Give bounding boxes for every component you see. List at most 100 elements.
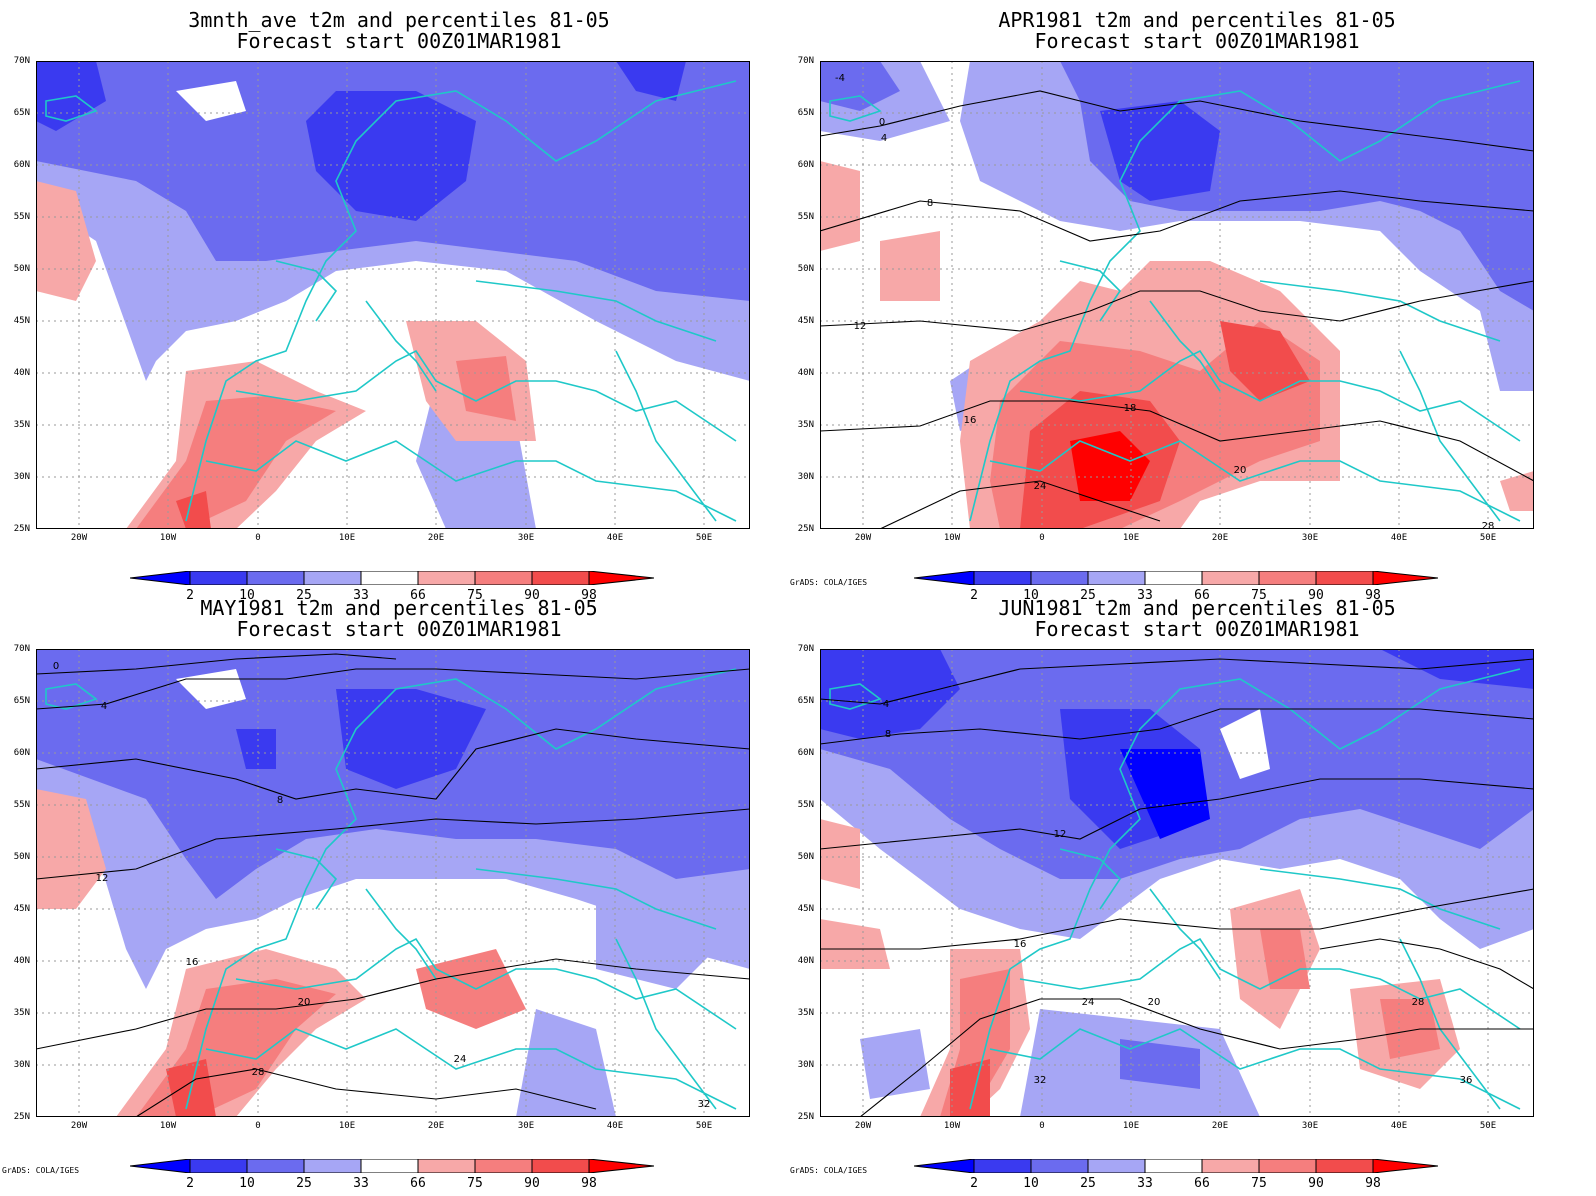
colorbar-label: 2: [970, 1176, 978, 1191]
contour-label: 16: [1014, 939, 1027, 950]
lon-label: 0: [1039, 533, 1045, 543]
percentile-map: 0 4 -4 8 12 16 18 20 24 28: [820, 61, 1534, 529]
colorbar-label: 33: [353, 1176, 369, 1191]
lat-label: 30N: [797, 1060, 814, 1070]
grads-credit: GrADS: COLA/IGES: [790, 578, 868, 587]
lat-label: 65N: [797, 696, 814, 706]
colorbar-label: 90: [524, 588, 540, 603]
lat-label: 25N: [797, 1112, 814, 1122]
contour-label: 24: [1082, 997, 1095, 1008]
percentile-colorbar: [129, 570, 655, 586]
contour-label: 36: [1460, 1075, 1473, 1086]
lon-label: 30E: [517, 1121, 535, 1131]
colorbar-label: 25: [1080, 1176, 1096, 1191]
lon-label: 30E: [1301, 533, 1319, 543]
colorbar-label: 98: [581, 588, 597, 603]
contour-label: 4: [883, 699, 889, 710]
lon-label: 10W: [159, 1121, 177, 1131]
contour-label: 24: [1034, 481, 1047, 492]
contour-label: 20: [1234, 465, 1247, 476]
lat-label: 60N: [13, 748, 30, 758]
lat-label: 60N: [797, 160, 814, 170]
lon-label: 50E: [1479, 533, 1497, 543]
lat-label: 55N: [13, 212, 30, 222]
colorbar-label: 90: [1308, 1176, 1324, 1191]
colorbar-label: 66: [1194, 588, 1210, 603]
lat-label: 30N: [13, 1060, 30, 1070]
lon-label: 20W: [854, 1121, 872, 1131]
contour-label: 8: [885, 729, 891, 740]
lon-label: 10E: [338, 533, 356, 543]
contour-label: -4: [835, 73, 845, 84]
panel-may1981: MAY1981 t2m and percentiles 81-05 Foreca…: [0, 588, 798, 1190]
colorbar-label: 33: [1137, 588, 1153, 603]
lon-label: 20W: [70, 1121, 88, 1131]
colorbar-label: 90: [524, 1176, 540, 1191]
lat-label: 25N: [13, 524, 30, 534]
lat-label: 55N: [797, 800, 814, 810]
lat-label: 40N: [797, 368, 814, 378]
lon-label: 20E: [427, 1121, 445, 1131]
colorbar-label: 75: [467, 588, 483, 603]
contour-label: 12: [1054, 829, 1067, 840]
panel-title: APR1981 t2m and percentiles 81-05: [998, 8, 1396, 32]
panel-subtitle: Forecast start 00Z01MAR1981: [236, 29, 562, 53]
lon-label: 50E: [1479, 1121, 1497, 1131]
grads-credit: GrADS: COLA/IGES: [2, 1166, 80, 1175]
lon-label: 10E: [338, 1121, 356, 1131]
lat-label: 45N: [13, 316, 30, 326]
colorbar-label: 33: [353, 588, 369, 603]
panel-subtitle: Forecast start 00Z01MAR1981: [236, 617, 562, 641]
lon-label: 40E: [606, 1121, 624, 1131]
percentile-colorbar: [913, 1158, 1439, 1174]
lon-label: 20E: [427, 533, 445, 543]
percentile-colorbar: [129, 1158, 655, 1174]
lat-label: 35N: [13, 1008, 30, 1018]
contour-label: 20: [1148, 997, 1161, 1008]
lat-label: 50N: [797, 852, 814, 862]
panel-apr1981: APR1981 t2m and percentiles 81-05 Foreca…: [790, 0, 1596, 602]
lat-label: 55N: [797, 212, 814, 222]
lat-label: 35N: [797, 1008, 814, 1018]
colorbar-label: 10: [1023, 588, 1039, 603]
colorbar-label: 66: [410, 1176, 426, 1191]
percentile-map: [36, 61, 750, 529]
lon-label: 40E: [606, 533, 624, 543]
lat-label: 45N: [797, 316, 814, 326]
contour-label: 0: [879, 117, 885, 128]
lat-label: 25N: [797, 524, 814, 534]
contour-label: 32: [698, 1099, 711, 1110]
colorbar-label: 66: [1194, 1176, 1210, 1191]
lat-label: 60N: [13, 160, 30, 170]
colorbar-label: 98: [581, 1176, 597, 1191]
lat-label: 70N: [797, 644, 814, 654]
lon-label: 10W: [159, 533, 177, 543]
lon-label: 40E: [1390, 1121, 1408, 1131]
lon-label: 30E: [1301, 1121, 1319, 1131]
contour-label: 0: [53, 661, 59, 672]
colorbar-label: 98: [1365, 1176, 1381, 1191]
lon-label: 10E: [1122, 533, 1140, 543]
colorbar-label: 25: [1080, 588, 1096, 603]
colorbar-label: 10: [239, 588, 255, 603]
lat-label: 35N: [13, 420, 30, 430]
colorbar-label: 10: [1023, 1176, 1039, 1191]
lon-label: 20W: [854, 533, 872, 543]
lon-label: 20W: [70, 533, 88, 543]
lat-label: 25N: [13, 1112, 30, 1122]
contour-label: 16: [186, 957, 199, 968]
lat-label: 50N: [13, 264, 30, 274]
lon-label: 20E: [1211, 1121, 1229, 1131]
contour-label: 4: [881, 133, 887, 144]
lat-label: 40N: [13, 368, 30, 378]
lat-label: 30N: [13, 472, 30, 482]
lon-label: 30E: [517, 533, 535, 543]
panel-title: JUN1981 t2m and percentiles 81-05: [998, 596, 1396, 620]
panel-title: 3mnth_ave t2m and percentiles 81-05: [188, 8, 610, 32]
colorbar-label: 2: [186, 588, 194, 603]
lon-label: 10W: [943, 1121, 961, 1131]
contour-label: 18: [1124, 403, 1137, 414]
lat-label: 65N: [797, 108, 814, 118]
colorbar-label: 25: [296, 588, 312, 603]
contour-label: 16: [964, 415, 977, 426]
